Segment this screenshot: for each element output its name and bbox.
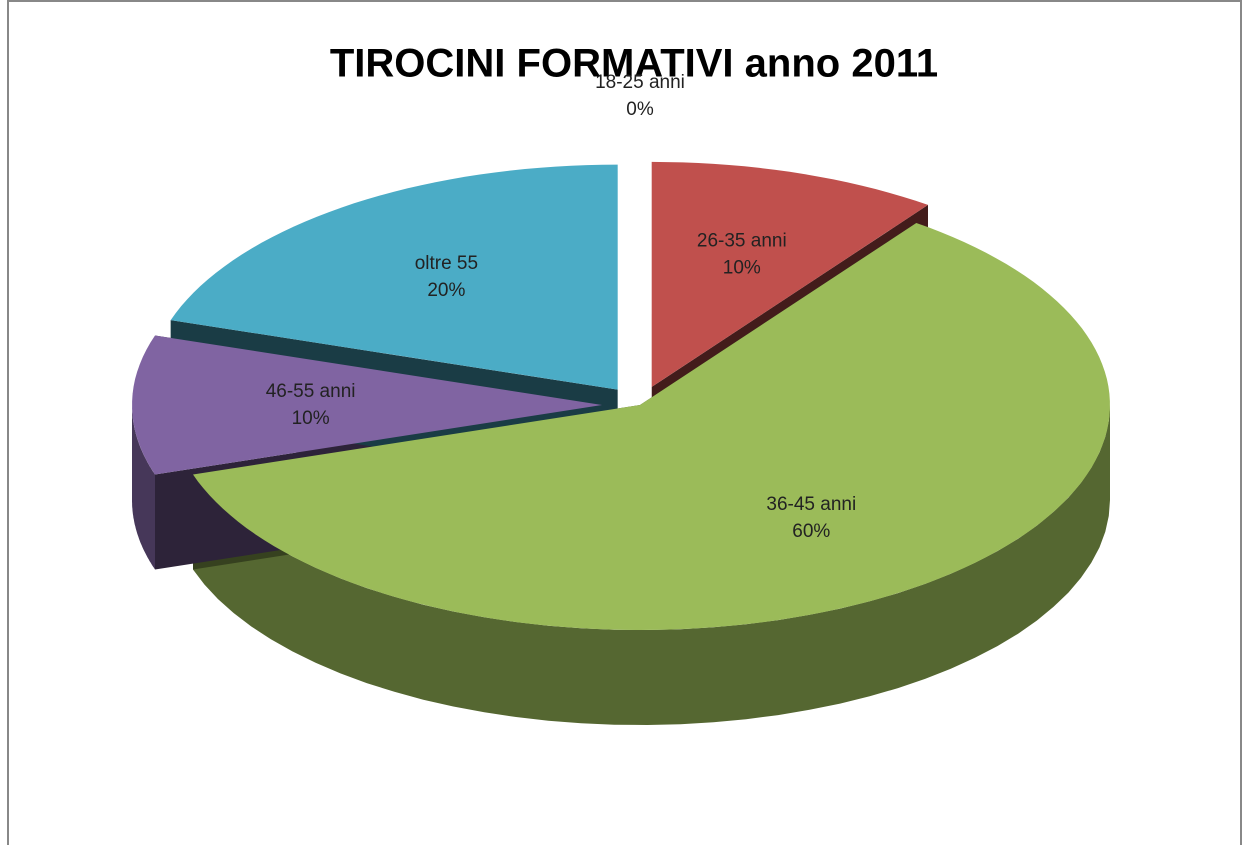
category-label: 46-55 anni — [266, 381, 356, 402]
slice — [132, 335, 602, 475]
chart-title: TIROCINI FORMATIVI anno 2011 — [330, 42, 938, 86]
slice-side — [193, 405, 1110, 725]
data-labels: 18-25 anni 0% 26-35 anni 10% 36-45 anni 60% 46… — [266, 72, 856, 542]
category-label: oltre 55 — [415, 253, 478, 274]
value-label: 10% — [723, 257, 761, 278]
slice — [193, 223, 1110, 630]
slice-side — [132, 405, 155, 570]
value-label: 10% — [292, 408, 330, 429]
value-label: 0% — [626, 99, 654, 120]
category-label: 18-25 anni — [595, 72, 685, 93]
slice — [170, 164, 618, 390]
category-label: 36-45 anni — [766, 494, 856, 515]
value-label: 20% — [427, 280, 465, 301]
chart-border — [7, 0, 1242, 845]
slice — [651, 161, 928, 387]
category-label: 26-35 anni — [697, 230, 787, 251]
slice-tops — [132, 161, 1110, 630]
value-label: 60% — [792, 521, 830, 542]
